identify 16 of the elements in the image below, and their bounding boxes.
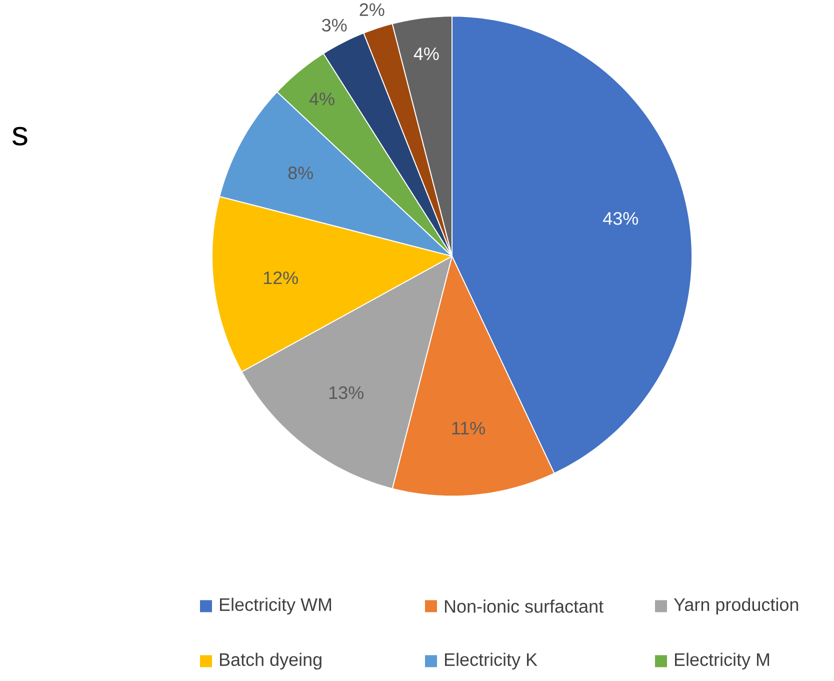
legend-label: Electricity K xyxy=(445,652,538,670)
data-label: 43% xyxy=(603,212,638,225)
data-label: 4% xyxy=(309,92,334,106)
data-label: 8% xyxy=(288,166,313,180)
data-label: 12% xyxy=(264,271,298,284)
data-label: 13% xyxy=(329,386,364,399)
data-label: 11% xyxy=(452,422,485,434)
legend-label: Non-ionic surfactant xyxy=(445,599,604,613)
legend-label: Electricity M xyxy=(675,652,770,670)
data-label: 3% xyxy=(322,18,347,32)
legend-label: Electricity WM xyxy=(220,598,332,614)
text: s xyxy=(12,126,28,146)
data-label: 4% xyxy=(414,47,439,60)
legend-label: Yarn production xyxy=(674,598,798,614)
legend-label: Batch dyeing xyxy=(220,652,322,670)
data-label: 2% xyxy=(360,3,384,16)
